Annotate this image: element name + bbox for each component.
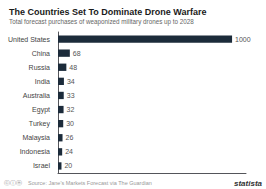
svg-text:Australia: Australia bbox=[23, 92, 50, 99]
svg-text:Indonesia: Indonesia bbox=[20, 148, 50, 155]
svg-text:Malaysia: Malaysia bbox=[22, 134, 50, 142]
svg-text:Source: Jane's Markets Forecas: Source: Jane's Markets Forecast via The … bbox=[28, 180, 152, 186]
svg-text:68: 68 bbox=[73, 50, 81, 57]
svg-text:20: 20 bbox=[64, 162, 72, 169]
svg-text:Russia: Russia bbox=[29, 64, 51, 71]
svg-text:1000: 1000 bbox=[235, 36, 251, 43]
svg-text:ⓒⓘⓔ: ⓒⓘⓔ bbox=[4, 180, 22, 186]
svg-text:Egypt: Egypt bbox=[32, 106, 50, 114]
svg-text:24: 24 bbox=[65, 148, 73, 155]
svg-text:Israel: Israel bbox=[33, 162, 51, 169]
svg-text:26: 26 bbox=[66, 134, 74, 141]
svg-text:The Countries Set To Dominate: The Countries Set To Dominate Drone Warf… bbox=[9, 7, 207, 17]
svg-text:34: 34 bbox=[67, 78, 75, 85]
svg-text:United States: United States bbox=[8, 36, 51, 43]
svg-text:China: China bbox=[32, 50, 50, 57]
svg-text:India: India bbox=[35, 78, 50, 85]
svg-text:30: 30 bbox=[66, 120, 74, 127]
svg-text:33: 33 bbox=[67, 92, 75, 99]
svg-text:32: 32 bbox=[67, 106, 75, 113]
svg-text:statista: statista bbox=[234, 179, 263, 188]
svg-text:Turkey: Turkey bbox=[29, 120, 51, 128]
svg-text:Total forecast purchases of we: Total forecast purchases of weaponized m… bbox=[9, 18, 194, 26]
svg-text:48: 48 bbox=[69, 64, 77, 71]
